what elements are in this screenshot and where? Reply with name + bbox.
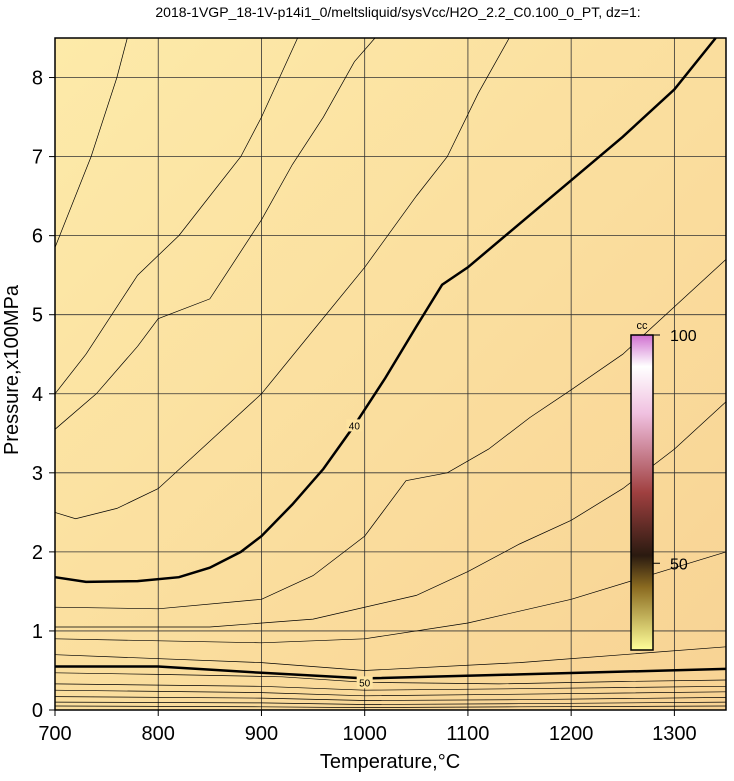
colorbar-tick-label: 100 <box>670 328 697 345</box>
x-tick-label: 1000 <box>342 723 387 745</box>
contour-line <box>54 37 128 248</box>
y-tick-label: 2 <box>32 542 43 564</box>
y-tick-label: 3 <box>32 463 43 485</box>
y-tick-label: 8 <box>32 68 43 90</box>
y-tick-label: 5 <box>32 305 43 327</box>
contour-line <box>54 37 510 520</box>
colorbar <box>630 334 654 651</box>
y-tick-label: 4 <box>32 384 43 406</box>
contour-line <box>54 696 727 701</box>
contour-line <box>54 689 727 697</box>
contour-label-bg <box>346 419 363 432</box>
chart-title: 2018-1VGP_18-1V-p14i1_0/meltsliquid/sysV… <box>155 4 640 20</box>
contour-label: 40 <box>349 421 361 432</box>
contour-line <box>54 551 727 644</box>
contour-line <box>54 646 727 671</box>
x-tick-label: 700 <box>38 723 71 745</box>
x-axis-label: Temperature,°C <box>320 751 460 773</box>
x-tick-label: 1100 <box>446 723 489 745</box>
contour-line <box>54 683 727 691</box>
contour-line <box>55 665 727 680</box>
contour-line <box>54 259 727 610</box>
contour-line <box>54 701 727 705</box>
plot-background <box>55 38 726 710</box>
y-tick-label: 1 <box>32 621 43 643</box>
y-tick-label: 0 <box>32 700 43 722</box>
contour-label-bg <box>356 676 373 689</box>
x-tick-label: 1300 <box>652 723 697 745</box>
x-tick-label: 1200 <box>549 723 594 745</box>
contour-line <box>54 705 727 708</box>
x-tick-label: 900 <box>245 723 278 745</box>
x-tick-label: 800 <box>142 723 175 745</box>
contour-line <box>54 37 298 395</box>
y-tick-label: 7 <box>32 147 43 169</box>
colorbar-label: cc <box>637 320 649 332</box>
y-axis-label: Pressure,x100MPa <box>1 284 23 455</box>
colorbar-tick-label: 50 <box>670 556 688 573</box>
y-tick-label: 6 <box>32 226 43 248</box>
contour-label: 50 <box>359 678 371 689</box>
contour-line <box>54 37 376 430</box>
plot-frame <box>54 37 727 711</box>
